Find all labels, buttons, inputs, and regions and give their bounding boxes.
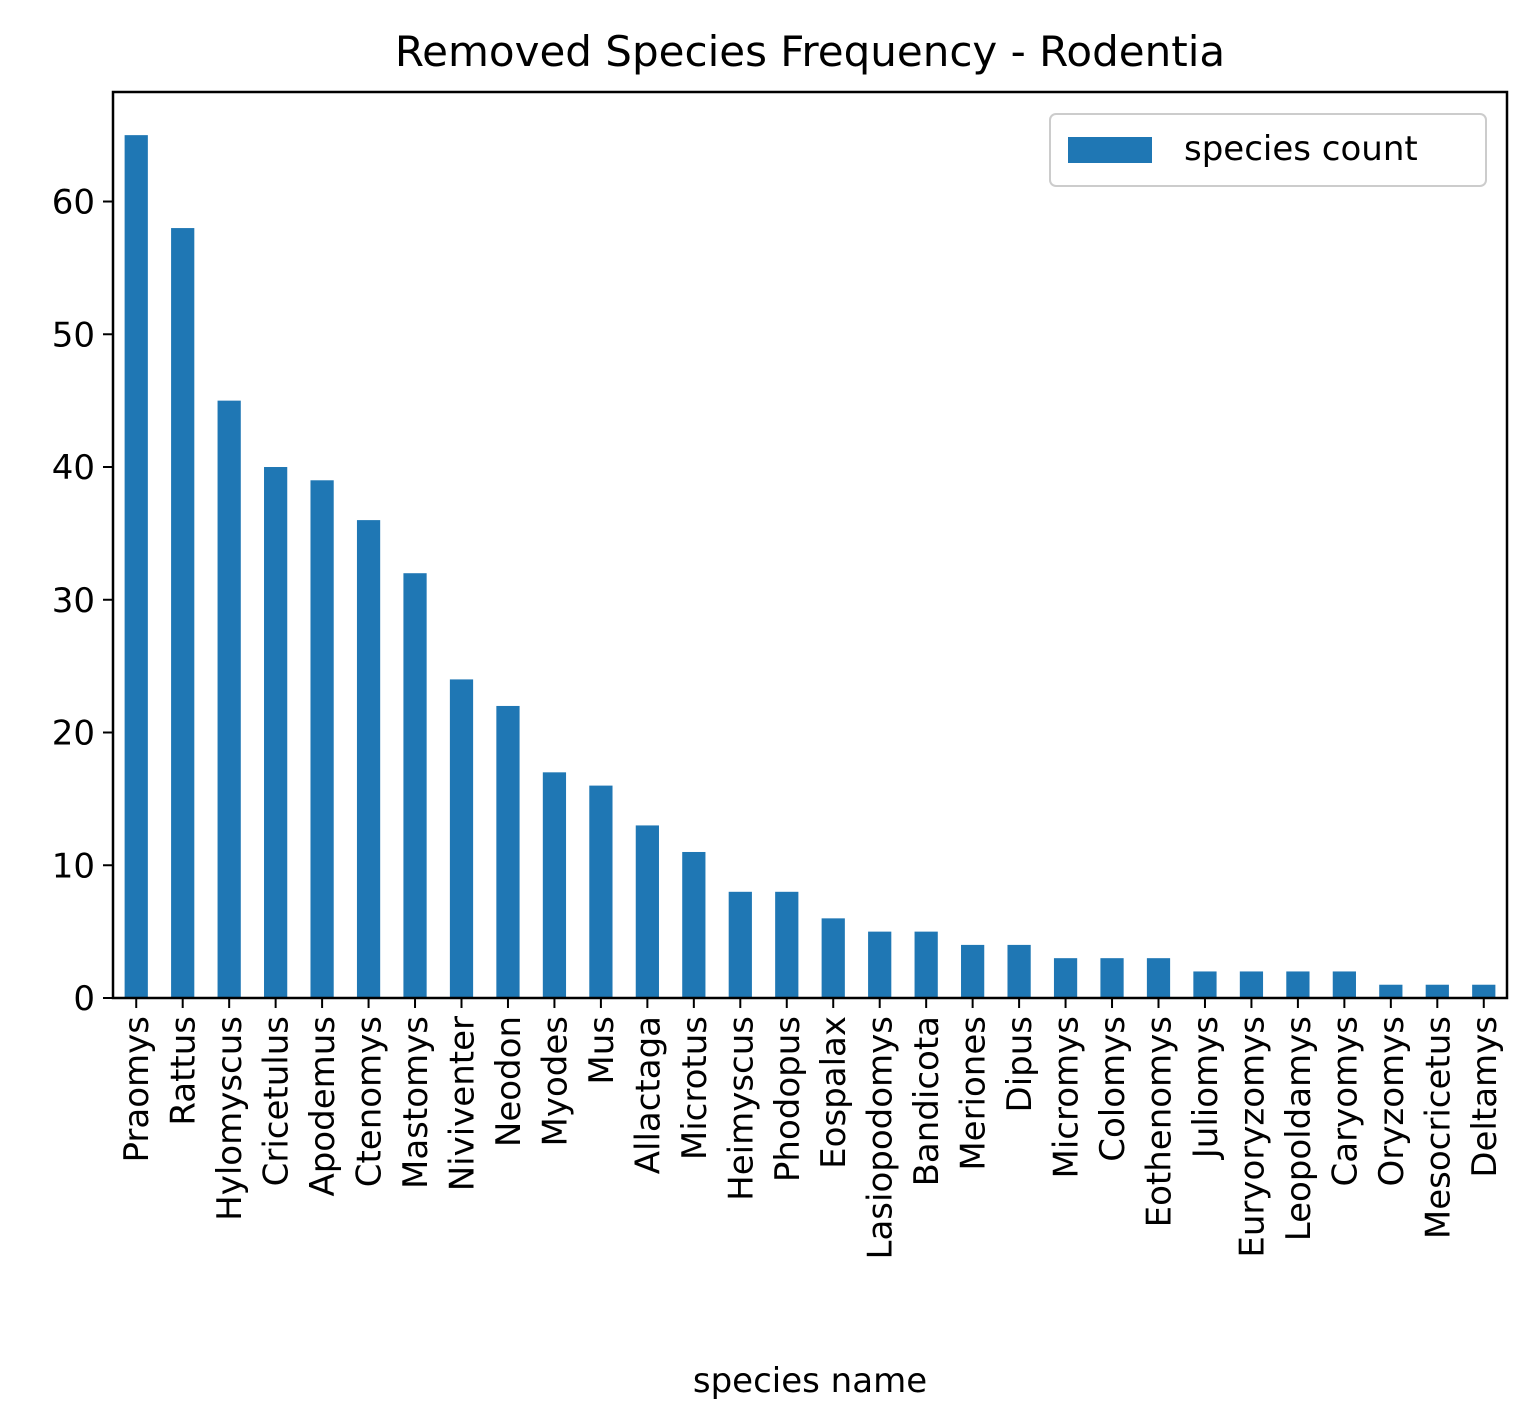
bar-oryzomys bbox=[1379, 984, 1403, 998]
x-tick-label: Lasiopodomys bbox=[861, 1016, 901, 1259]
bar-lasiopodomys bbox=[868, 931, 892, 998]
x-tick-label: Caryomys bbox=[1325, 1016, 1365, 1186]
x-tick-label: Eothenomys bbox=[1140, 1016, 1180, 1227]
chart-title: Removed Species Frequency - Rodentia bbox=[395, 27, 1225, 76]
bar-micromys bbox=[1053, 958, 1078, 998]
x-tick-label: Rattus bbox=[164, 1016, 204, 1126]
bar-meriones bbox=[961, 944, 985, 998]
x-tick-label: Deltamys bbox=[1465, 1016, 1505, 1178]
bar-eospalax bbox=[821, 918, 845, 998]
bar-cricetulus bbox=[264, 467, 288, 998]
bar-niviventer bbox=[449, 679, 474, 998]
x-tick-label: Bandicota bbox=[907, 1016, 947, 1186]
bar-deltamys bbox=[1472, 984, 1496, 998]
bar-eothenomys bbox=[1146, 958, 1171, 998]
bar-euryoryzomys bbox=[1239, 971, 1264, 998]
bar-heimyscus bbox=[728, 891, 752, 998]
bar-leopoldamys bbox=[1286, 971, 1310, 998]
x-tick-label: Mus bbox=[582, 1016, 622, 1085]
bar-mesocricetus bbox=[1425, 984, 1449, 998]
x-tick-label: Leopoldamys bbox=[1279, 1016, 1319, 1241]
bar-praomys bbox=[124, 135, 148, 999]
x-tick-label: Ctenomys bbox=[350, 1016, 390, 1187]
x-tick-label: Dipus bbox=[1000, 1016, 1040, 1112]
y-tick-label: 30 bbox=[52, 581, 95, 621]
bar-myodes bbox=[542, 772, 567, 998]
x-tick-label: Colomys bbox=[1093, 1016, 1133, 1162]
y-tick-label: 40 bbox=[52, 448, 95, 488]
x-tick-label: Apodemus bbox=[303, 1016, 343, 1197]
x-axis-label: species name bbox=[693, 1361, 927, 1401]
x-tick-label: Eospalax bbox=[814, 1016, 854, 1169]
bar-mus bbox=[589, 785, 613, 998]
x-tick-label: Heimyscus bbox=[721, 1016, 761, 1201]
x-tick-label: Neodon bbox=[489, 1016, 529, 1147]
legend: species count bbox=[1049, 113, 1487, 187]
y-tick-label: 60 bbox=[52, 183, 95, 223]
x-tick-label: Praomys bbox=[117, 1016, 157, 1162]
x-tick-label: Euryoryzomys bbox=[1232, 1016, 1272, 1258]
plot-frame bbox=[111, 90, 1509, 1000]
bar-colomys bbox=[1100, 958, 1124, 998]
bar-juliomys bbox=[1193, 971, 1217, 998]
y-tick-label: 20 bbox=[52, 714, 95, 754]
bar-dipus bbox=[1007, 944, 1031, 998]
x-tick-label: Mastomys bbox=[396, 1016, 436, 1189]
bar-caryomys bbox=[1332, 971, 1356, 998]
x-tick-label: Oryzomys bbox=[1372, 1016, 1412, 1186]
x-tick-label: Myodes bbox=[535, 1016, 575, 1146]
bar-apodemus bbox=[310, 480, 334, 998]
bar-bandicota bbox=[914, 931, 938, 998]
x-tick-label: Niviventer bbox=[443, 1016, 483, 1191]
y-tick-label: 50 bbox=[52, 315, 95, 355]
bar-hylomyscus bbox=[217, 400, 241, 999]
bar-ctenomys bbox=[356, 520, 381, 998]
bar-mastomys bbox=[403, 573, 427, 998]
x-tick-label: Cricetulus bbox=[257, 1016, 297, 1186]
x-tick-label: Juliomys bbox=[1186, 1016, 1226, 1160]
x-tick-label: Hylomyscus bbox=[210, 1016, 250, 1221]
legend-swatch bbox=[1068, 137, 1152, 163]
x-tick-label: Meriones bbox=[954, 1016, 994, 1171]
bar-neodon bbox=[496, 705, 520, 998]
y-tick-label: 10 bbox=[52, 846, 95, 886]
y-axis: 0 10 20 30 40 50 60 bbox=[52, 183, 113, 1019]
x-tick-label: Allactaga bbox=[628, 1016, 668, 1174]
legend-box bbox=[1049, 113, 1487, 187]
bar-rattus bbox=[171, 228, 195, 999]
x-axis: Praomys Rattus Hylomyscus Cricetulus Apodemu… bbox=[117, 998, 1505, 1259]
x-tick-label: Phodopus bbox=[768, 1016, 808, 1182]
bars-group bbox=[124, 135, 1496, 999]
x-tick-label: Micromys bbox=[1047, 1016, 1087, 1178]
x-tick-label: Mesocricetus bbox=[1418, 1016, 1458, 1239]
x-tick-label: Microtus bbox=[675, 1016, 715, 1160]
bar-microtus bbox=[682, 851, 706, 998]
y-tick-label: 0 bbox=[73, 979, 95, 1019]
bar-phodopus bbox=[775, 891, 799, 998]
legend-label: species count bbox=[1184, 129, 1418, 169]
bar-allactaga bbox=[635, 825, 659, 998]
